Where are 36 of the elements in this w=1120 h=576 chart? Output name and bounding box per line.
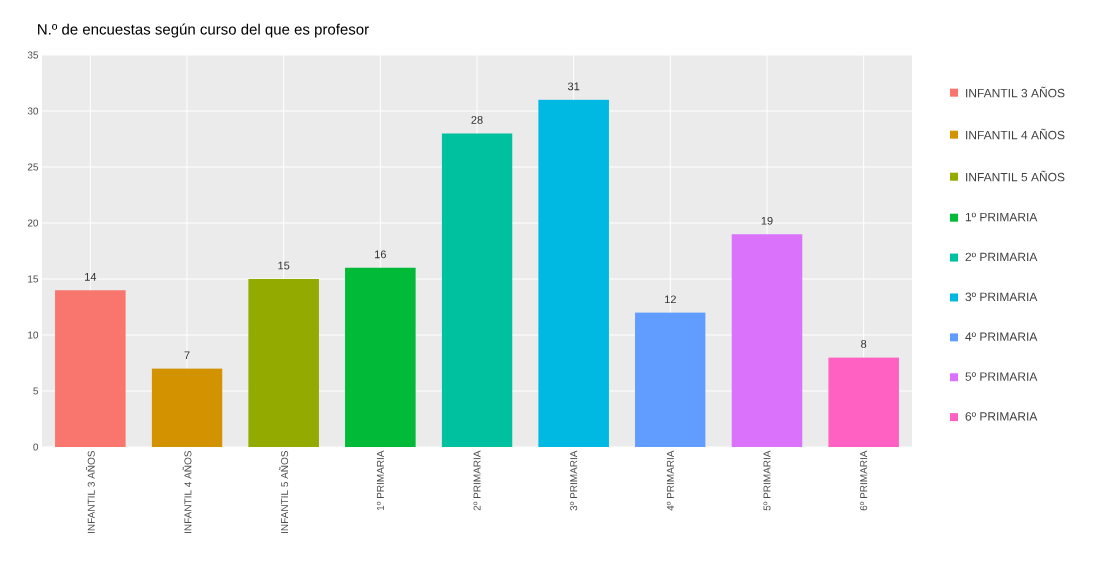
x-tick-label: INFANTIL 3 AÑOS <box>85 450 95 533</box>
data-label: 19 <box>761 216 773 225</box>
y-tick-label: 25 <box>27 163 39 171</box>
data-label: 8 <box>861 340 867 348</box>
y-tick-label: 20 <box>27 219 39 227</box>
legend-label: 2º PRIMARIA <box>965 252 1038 262</box>
legend-label: INFANTIL 5 AÑOS <box>966 170 1065 182</box>
data-label: 12 <box>665 295 676 304</box>
data-label: 28 <box>471 116 483 124</box>
x-tick-label: 3º PRIMARIA <box>570 450 578 511</box>
legend-label: INFANTIL 3 AÑOS <box>966 86 1065 98</box>
y-tick-label: 0 <box>33 443 39 451</box>
legend-label: 4º PRIMARIA <box>965 332 1038 341</box>
y-tick-label: 30 <box>27 107 39 115</box>
x-tick-label: 6º PRIMARIA <box>860 450 868 511</box>
x-tick-label: 2º PRIMARIA <box>473 450 481 511</box>
legend-label: 6º PRIMARIA <box>965 412 1038 421</box>
y-tick-label: 35 <box>27 51 39 59</box>
y-tick-label: 15 <box>28 275 39 283</box>
data-label: 31 <box>567 82 580 91</box>
x-tick-label: 4º PRIMARIA <box>666 450 674 511</box>
legend-label: 3º PRIMARIA <box>965 292 1038 302</box>
x-tick-label: INFANTIL 5 AÑOS <box>279 450 289 533</box>
data-label: 15 <box>278 261 290 270</box>
chart-title: N.º de encuestas según curso del que es profesor <box>38 23 369 38</box>
legend-label: 5º PRIMARIA <box>965 372 1038 381</box>
y-tick-label: 5 <box>33 387 39 395</box>
legend-label: INFANTIL 4 AÑOS <box>966 128 1065 140</box>
x-tick-label: INFANTIL 4 AÑOS <box>182 450 192 533</box>
x-tick-label: 1º PRIMARIA <box>376 450 384 511</box>
data-label: 14 <box>85 273 97 281</box>
data-label: 16 <box>375 250 386 259</box>
x-tick-label: 5º PRIMARIA <box>763 450 771 511</box>
y-tick-label: 10 <box>28 331 39 339</box>
legend-label: 1º PRIMARIA <box>965 212 1038 222</box>
data-label: 7 <box>184 351 190 360</box>
